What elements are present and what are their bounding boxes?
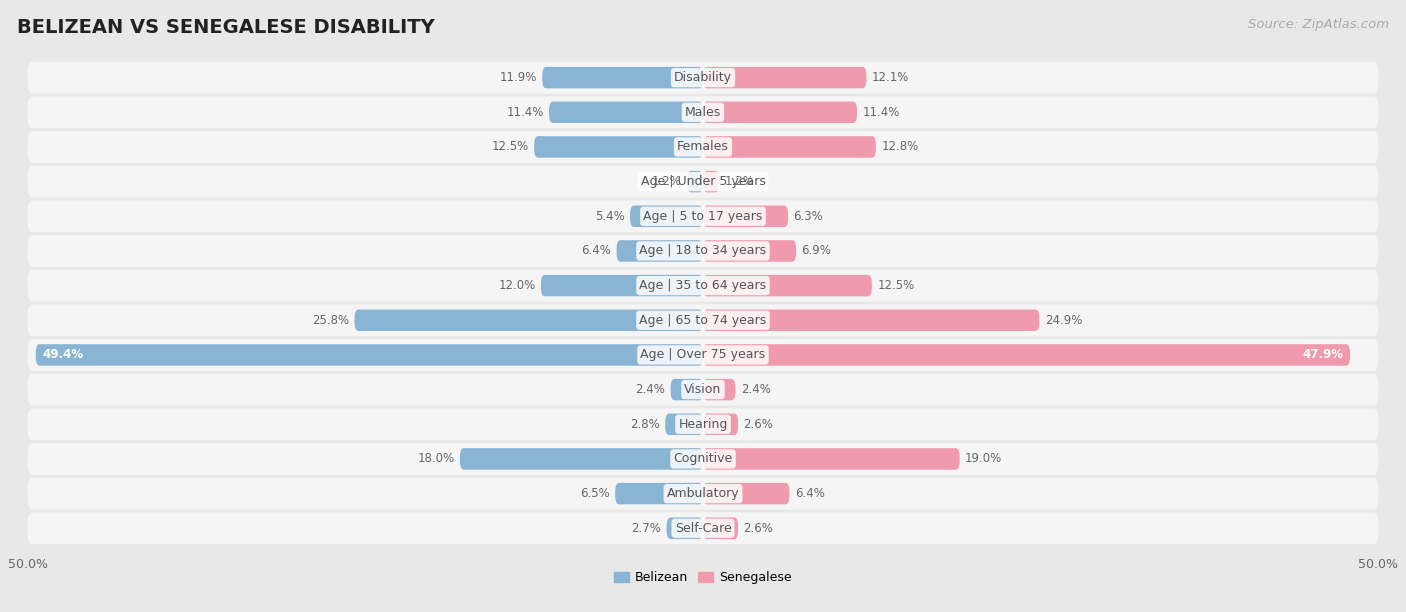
- FancyBboxPatch shape: [28, 339, 1378, 371]
- FancyBboxPatch shape: [543, 67, 703, 88]
- Text: Females: Females: [678, 140, 728, 154]
- Text: Age | Over 75 years: Age | Over 75 years: [641, 348, 765, 362]
- Text: Vision: Vision: [685, 383, 721, 396]
- Text: Cognitive: Cognitive: [673, 452, 733, 466]
- FancyBboxPatch shape: [703, 483, 789, 504]
- FancyBboxPatch shape: [703, 275, 872, 296]
- FancyBboxPatch shape: [703, 67, 866, 88]
- FancyBboxPatch shape: [28, 304, 1378, 336]
- FancyBboxPatch shape: [703, 171, 720, 192]
- Text: Ambulatory: Ambulatory: [666, 487, 740, 500]
- Text: 6.3%: 6.3%: [793, 210, 824, 223]
- Text: 11.4%: 11.4%: [862, 106, 900, 119]
- Text: BELIZEAN VS SENEGALESE DISABILITY: BELIZEAN VS SENEGALESE DISABILITY: [17, 18, 434, 37]
- Text: 6.9%: 6.9%: [801, 244, 831, 258]
- Text: 25.8%: 25.8%: [312, 314, 349, 327]
- FancyBboxPatch shape: [703, 518, 738, 539]
- FancyBboxPatch shape: [28, 96, 1378, 129]
- FancyBboxPatch shape: [671, 379, 703, 400]
- Text: 1.2%: 1.2%: [651, 175, 682, 188]
- Text: 47.9%: 47.9%: [1302, 348, 1343, 362]
- Text: 24.9%: 24.9%: [1045, 314, 1083, 327]
- Text: 12.5%: 12.5%: [877, 279, 914, 292]
- FancyBboxPatch shape: [354, 310, 703, 331]
- FancyBboxPatch shape: [28, 512, 1378, 544]
- FancyBboxPatch shape: [703, 102, 858, 123]
- FancyBboxPatch shape: [534, 136, 703, 158]
- FancyBboxPatch shape: [703, 344, 1350, 366]
- Text: 2.7%: 2.7%: [631, 522, 661, 535]
- FancyBboxPatch shape: [35, 344, 703, 366]
- Text: 6.4%: 6.4%: [581, 244, 612, 258]
- Text: 6.5%: 6.5%: [581, 487, 610, 500]
- FancyBboxPatch shape: [28, 477, 1378, 510]
- FancyBboxPatch shape: [703, 379, 735, 400]
- Text: 2.6%: 2.6%: [744, 522, 773, 535]
- FancyBboxPatch shape: [28, 374, 1378, 406]
- FancyBboxPatch shape: [703, 206, 789, 227]
- Text: Males: Males: [685, 106, 721, 119]
- FancyBboxPatch shape: [686, 171, 703, 192]
- FancyBboxPatch shape: [28, 62, 1378, 94]
- Text: 5.4%: 5.4%: [595, 210, 624, 223]
- FancyBboxPatch shape: [460, 448, 703, 469]
- Text: 2.4%: 2.4%: [636, 383, 665, 396]
- FancyBboxPatch shape: [666, 518, 703, 539]
- FancyBboxPatch shape: [703, 310, 1039, 331]
- FancyBboxPatch shape: [28, 200, 1378, 232]
- FancyBboxPatch shape: [548, 102, 703, 123]
- Text: Age | 18 to 34 years: Age | 18 to 34 years: [640, 244, 766, 258]
- Text: 2.8%: 2.8%: [630, 418, 659, 431]
- Text: 12.8%: 12.8%: [882, 140, 918, 154]
- Text: 1.2%: 1.2%: [724, 175, 755, 188]
- Text: 12.5%: 12.5%: [492, 140, 529, 154]
- Text: 12.1%: 12.1%: [872, 71, 910, 84]
- Text: Age | 35 to 64 years: Age | 35 to 64 years: [640, 279, 766, 292]
- Text: Disability: Disability: [673, 71, 733, 84]
- FancyBboxPatch shape: [28, 235, 1378, 267]
- Text: Age | 65 to 74 years: Age | 65 to 74 years: [640, 314, 766, 327]
- FancyBboxPatch shape: [28, 408, 1378, 440]
- Text: 19.0%: 19.0%: [965, 452, 1002, 466]
- FancyBboxPatch shape: [617, 240, 703, 262]
- Text: Age | Under 5 years: Age | Under 5 years: [641, 175, 765, 188]
- FancyBboxPatch shape: [541, 275, 703, 296]
- Text: 11.9%: 11.9%: [499, 71, 537, 84]
- Legend: Belizean, Senegalese: Belizean, Senegalese: [609, 566, 797, 589]
- FancyBboxPatch shape: [665, 414, 703, 435]
- Text: 18.0%: 18.0%: [418, 452, 454, 466]
- FancyBboxPatch shape: [703, 136, 876, 158]
- Text: 49.4%: 49.4%: [42, 348, 83, 362]
- Text: 2.4%: 2.4%: [741, 383, 770, 396]
- FancyBboxPatch shape: [28, 131, 1378, 163]
- Text: Hearing: Hearing: [678, 418, 728, 431]
- FancyBboxPatch shape: [28, 166, 1378, 198]
- Text: Age | 5 to 17 years: Age | 5 to 17 years: [644, 210, 762, 223]
- FancyBboxPatch shape: [28, 270, 1378, 302]
- FancyBboxPatch shape: [703, 240, 796, 262]
- FancyBboxPatch shape: [703, 414, 738, 435]
- FancyBboxPatch shape: [703, 448, 960, 469]
- Text: 6.4%: 6.4%: [794, 487, 825, 500]
- FancyBboxPatch shape: [28, 443, 1378, 475]
- Text: 2.6%: 2.6%: [744, 418, 773, 431]
- FancyBboxPatch shape: [616, 483, 703, 504]
- Text: 12.0%: 12.0%: [498, 279, 536, 292]
- Text: Self-Care: Self-Care: [675, 522, 731, 535]
- Text: Source: ZipAtlas.com: Source: ZipAtlas.com: [1249, 18, 1389, 31]
- FancyBboxPatch shape: [630, 206, 703, 227]
- Text: 11.4%: 11.4%: [506, 106, 544, 119]
